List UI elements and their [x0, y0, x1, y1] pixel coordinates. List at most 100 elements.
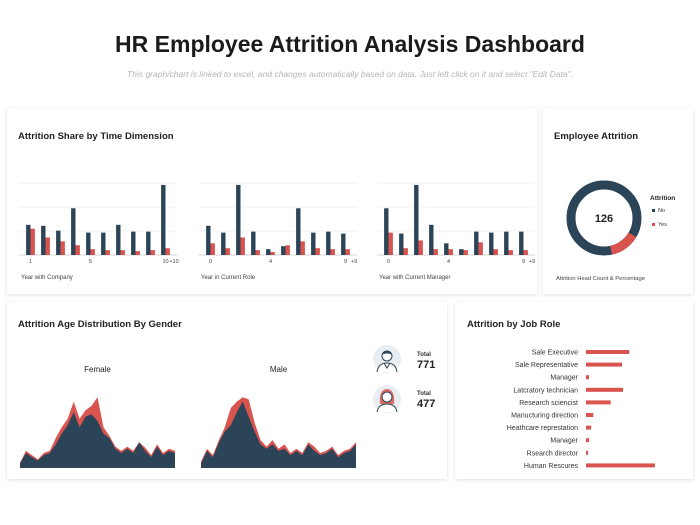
- age-panel-title: Attrition Age Distribution By Gender: [18, 319, 182, 330]
- dashboard-subtitle: This graph/chart is linked to excel, and…: [127, 69, 573, 79]
- time-dimension-bar-charts: 1 5 10 +10 Year with Company 0 4 9 +9 Year in Cur…: [19, 182, 535, 281]
- tick-label: +9: [351, 259, 357, 265]
- bar-no: [101, 232, 106, 255]
- bar-yes: [285, 245, 290, 255]
- bar-yes: [150, 250, 155, 255]
- bar-no: [489, 232, 494, 255]
- bar-no: [384, 208, 389, 255]
- bar-yes: [225, 248, 230, 255]
- time-dimension-panel: Attrition Share by Time Dimension 1 5 10 +1…: [7, 108, 537, 294]
- bar-yes: [240, 237, 245, 255]
- age-area-charts: Female Male: [20, 365, 356, 468]
- bar-yes: [330, 249, 335, 255]
- role-bar: [586, 375, 590, 380]
- attrition-donut-chart: 126 Attrition No Yes Attrition Head Count & …: [556, 180, 675, 282]
- area-no: [201, 401, 356, 468]
- role-bar: [586, 387, 624, 392]
- role-bar: [586, 463, 655, 468]
- bar-no: [146, 231, 151, 255]
- bar-yes: [300, 241, 305, 255]
- role-label: Sale Executive: [532, 350, 578, 357]
- role-bar: [586, 400, 611, 405]
- role-bar: [586, 413, 594, 417]
- job-role-bar-chart: Sale Executive Sale Representative Manager…: [507, 350, 655, 470]
- bar-no: [281, 246, 286, 255]
- bar-no: [71, 208, 76, 255]
- bar-no: [504, 231, 509, 255]
- role-label: Manucturing direction: [511, 413, 578, 420]
- area-chart-title: Female: [84, 365, 111, 374]
- time-panel-title: Attrition Share by Time Dimension: [18, 131, 174, 142]
- role-label: Research sciencist: [519, 400, 578, 407]
- tick-label: 5: [89, 259, 92, 265]
- bar-no: [296, 208, 301, 255]
- bar-no: [56, 230, 61, 255]
- bar-no: [459, 249, 464, 255]
- bar-no: [251, 231, 256, 255]
- bar-no: [41, 225, 46, 255]
- role-label: Manager: [550, 375, 578, 382]
- bar-yes: [463, 250, 468, 255]
- tick-label: 0: [387, 259, 390, 265]
- bar-no: [131, 231, 136, 255]
- role-label: Manager: [550, 438, 578, 445]
- donut-center-value: 126: [595, 213, 613, 225]
- employee-attrition-panel: Employee Attrition 126 Attrition No Yes Attr…: [543, 108, 693, 294]
- legend-label-yes: Yes: [658, 222, 667, 228]
- tick-label: 4: [447, 259, 450, 265]
- bar-yes: [493, 249, 498, 255]
- tick-label: 9: [344, 259, 347, 265]
- bar-no: [444, 243, 449, 255]
- bar-no: [266, 249, 271, 255]
- bar-no: [236, 184, 241, 255]
- role-label: Heathcare represtation: [507, 425, 578, 432]
- bar-yes: [45, 237, 50, 255]
- bar-yes: [403, 248, 408, 255]
- role-bar: [586, 350, 630, 354]
- role-panel-title: Attrition by Job Role: [467, 319, 561, 330]
- role-label: Latcratory technician: [513, 387, 578, 394]
- bar-no: [206, 225, 211, 255]
- donut-slice-no: [566, 180, 642, 256]
- bar-yes: [388, 232, 393, 255]
- bar-yes: [478, 242, 483, 255]
- bar-no: [399, 233, 404, 255]
- role-bar: [586, 450, 589, 455]
- bar-yes: [270, 252, 275, 255]
- role-bar: [586, 438, 590, 443]
- bar-yes: [60, 241, 65, 255]
- bar-no: [341, 233, 346, 255]
- male-avatar-icon: [373, 345, 401, 373]
- axis-title: Year with Current Manager: [379, 275, 450, 281]
- bar-no: [86, 232, 91, 255]
- bar-no: [161, 184, 166, 255]
- legend-title: Attrition: [650, 195, 675, 202]
- bar-yes: [508, 250, 513, 255]
- role-label: Human Rescures: [524, 463, 579, 470]
- role-label: Sale Representative: [515, 362, 578, 369]
- tick-label: 9: [522, 259, 525, 265]
- bar-no: [326, 231, 331, 255]
- legend-label-no: No: [658, 208, 665, 214]
- female-total-label: Total: [417, 391, 431, 397]
- bar-no: [414, 184, 419, 255]
- bar-yes: [418, 240, 423, 255]
- axis-title: Year in Current Role: [201, 275, 256, 281]
- bar-yes: [345, 249, 350, 255]
- legend-swatch-yes: [652, 223, 655, 226]
- bar-no: [26, 224, 31, 255]
- role-label: Rsearch director: [527, 450, 579, 457]
- bar-no: [116, 224, 121, 255]
- tick-label: 1: [29, 259, 32, 265]
- bar-yes: [105, 250, 110, 255]
- bar-no: [474, 231, 479, 255]
- tick-label: +10: [169, 259, 178, 265]
- job-role-panel: Attrition by Job Role Sale Executive Sale…: [455, 302, 693, 479]
- area-no: [20, 412, 175, 468]
- bar-yes: [315, 248, 320, 255]
- bar-yes: [120, 250, 125, 255]
- dashboard-title: HR Employee Attrition Analysis Dashboard: [115, 31, 585, 57]
- age-distribution-panel: Attrition Age Distribution By Gender Fem…: [7, 302, 447, 479]
- bar-yes: [448, 249, 453, 255]
- bar-no: [311, 232, 316, 255]
